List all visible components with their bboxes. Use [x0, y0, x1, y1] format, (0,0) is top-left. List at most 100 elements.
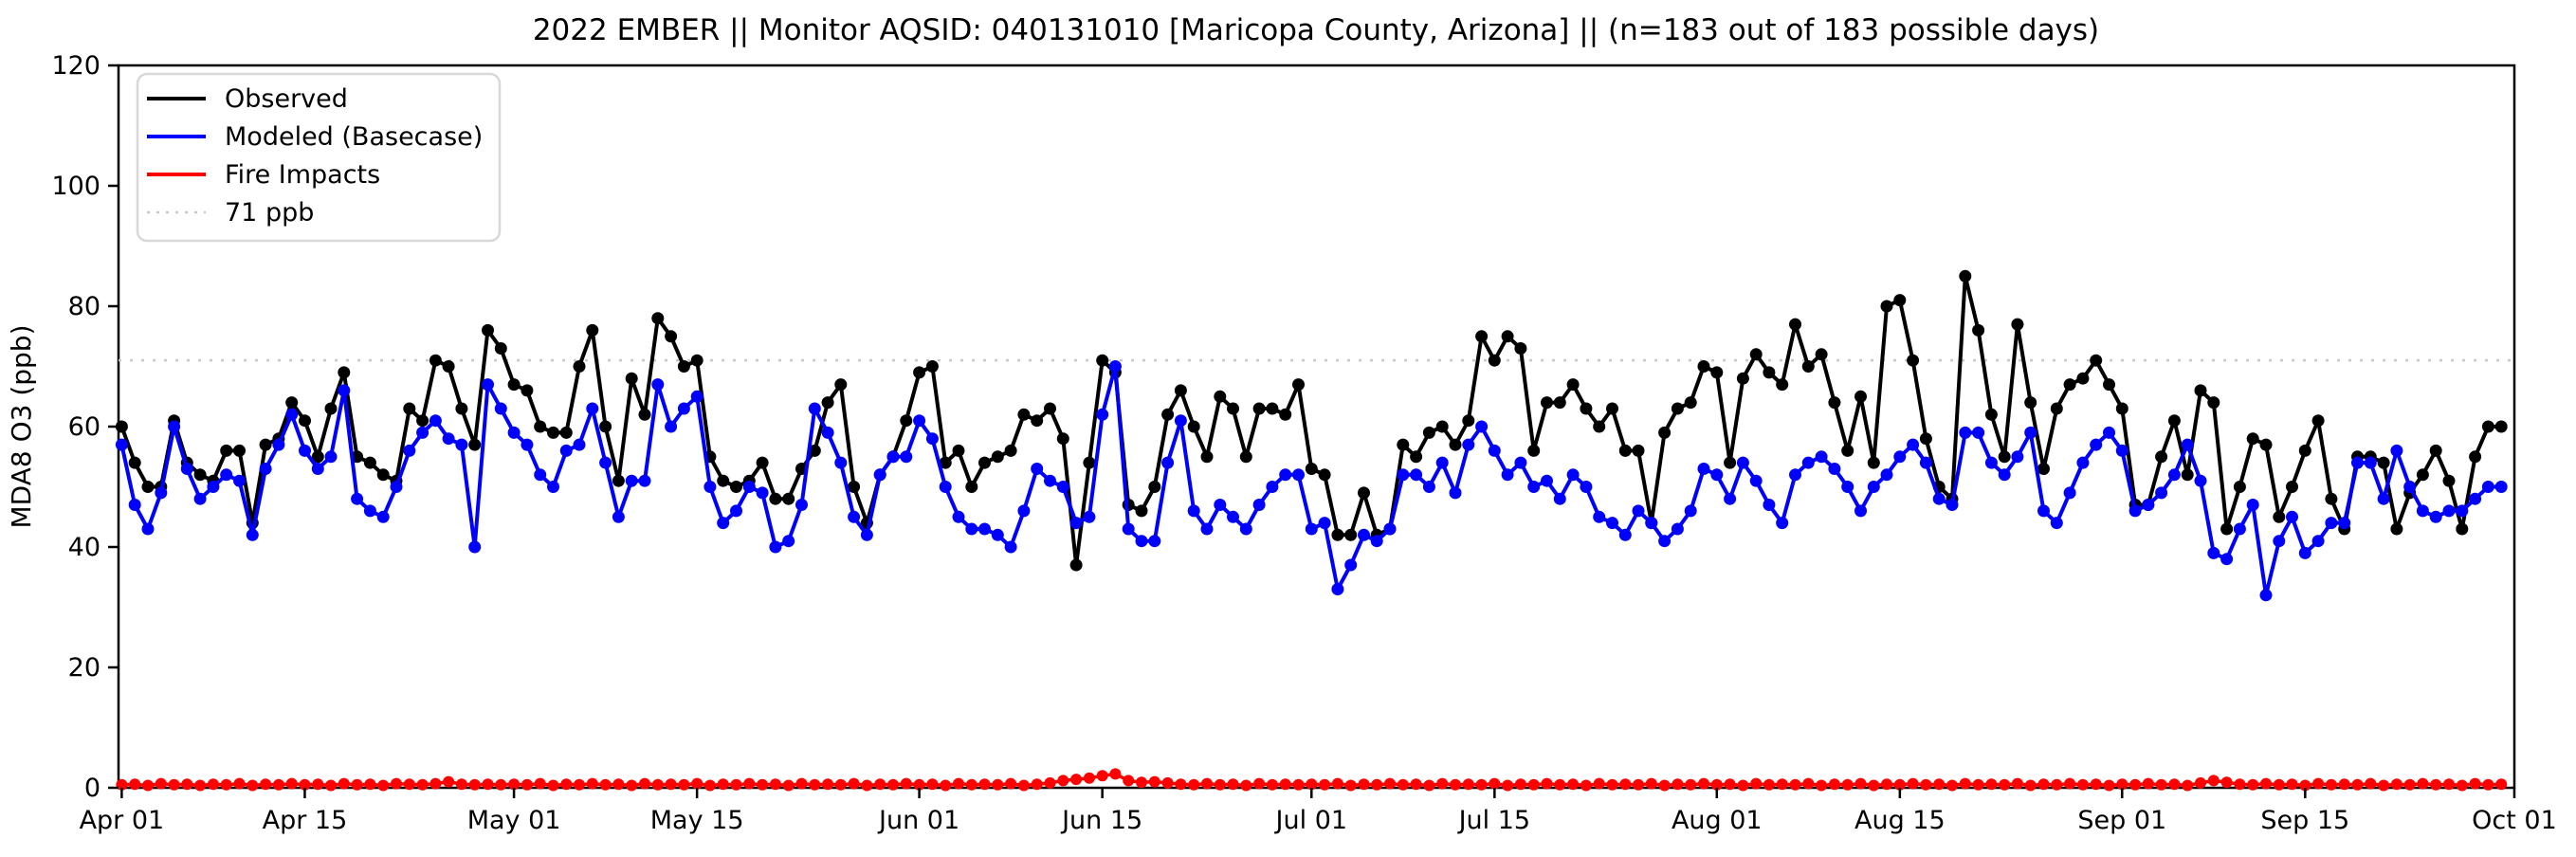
data-point: [2469, 777, 2481, 790]
data-point: [1920, 778, 1932, 791]
data-point: [116, 778, 128, 791]
data-point: [2429, 510, 2442, 523]
data-point: [2365, 777, 2377, 790]
data-point: [324, 450, 338, 464]
data-point: [1488, 354, 1501, 367]
data-point: [1318, 468, 1331, 482]
data-point: [1397, 468, 1410, 482]
data-point: [2050, 402, 2063, 415]
data-point: [1946, 499, 1959, 511]
x-tick-label: Apr 01: [80, 806, 165, 835]
data-point: [534, 777, 546, 790]
x-tick-label: Jul 01: [1274, 806, 1348, 835]
data-point: [2207, 775, 2220, 787]
data-point: [1135, 504, 1148, 518]
data-point: [1710, 366, 1724, 379]
data-point: [638, 408, 651, 421]
data-point: [1266, 778, 1278, 791]
data-point: [1815, 348, 1828, 361]
data-point: [2103, 378, 2115, 392]
data-point: [965, 778, 977, 791]
data-point: [1619, 778, 1632, 791]
data-point: [651, 378, 665, 392]
data-point: [2207, 396, 2220, 410]
data-point: [559, 426, 573, 439]
data-point: [168, 420, 181, 433]
data-point: [1292, 378, 1305, 392]
y-tick-label: 20: [68, 653, 100, 683]
data-point: [1096, 770, 1108, 782]
data-point: [599, 420, 612, 433]
data-point: [1017, 504, 1031, 518]
data-point: [2481, 481, 2494, 493]
data-point: [128, 456, 141, 469]
data-point: [586, 323, 599, 337]
data-point: [1410, 450, 1423, 464]
data-point: [1893, 294, 1907, 307]
data-point: [834, 778, 847, 791]
data-point: [1292, 778, 1305, 791]
data-point: [455, 778, 467, 791]
data-point: [782, 492, 795, 505]
data-point: [1253, 777, 1266, 790]
data-point: [2417, 777, 2429, 790]
data-point: [1017, 779, 1030, 792]
data-point: [2181, 468, 2194, 482]
data-point: [1279, 468, 1292, 482]
data-point: [2364, 456, 2377, 469]
legend-box: [136, 72, 502, 243]
data-point: [742, 481, 756, 493]
data-point: [2456, 522, 2469, 536]
data-point: [1096, 408, 1109, 421]
data-point: [1984, 456, 1998, 469]
data-point: [1972, 426, 1985, 439]
data-point: [1489, 777, 1501, 790]
data-point: [1148, 481, 1161, 493]
data-point: [1618, 444, 1632, 457]
data-point: [1319, 778, 1331, 791]
data-point: [521, 438, 534, 451]
data-point: [1161, 456, 1175, 469]
data-point: [1867, 481, 1880, 493]
data-point: [233, 444, 246, 457]
data-point: [1854, 504, 1867, 518]
data-point: [1069, 517, 1083, 530]
data-point: [377, 779, 390, 792]
data-point: [2286, 778, 2298, 791]
data-point: [717, 778, 729, 791]
data-point: [1187, 504, 1200, 518]
data-point: [795, 777, 808, 790]
data-point: [1384, 777, 1396, 790]
data-point: [2142, 777, 2154, 790]
data-point: [1933, 778, 1946, 791]
data-point: [1475, 778, 1488, 791]
data-point: [925, 360, 939, 373]
data-point: [1541, 474, 1553, 487]
data-point: [363, 504, 376, 518]
data-point: [2064, 777, 2076, 790]
data-point: [1907, 777, 1919, 790]
data-point: [155, 777, 167, 790]
data-point: [1056, 432, 1069, 446]
data-point: [2246, 499, 2259, 511]
data-point: [2325, 778, 2337, 791]
data-point: [2115, 402, 2128, 415]
data-point: [1893, 778, 1906, 791]
data-point: [2494, 420, 2508, 433]
data-point: [965, 522, 978, 536]
x-tick-label: Apr 15: [263, 806, 348, 835]
data-point: [1358, 778, 1370, 791]
data-point: [494, 402, 507, 415]
data-point: [848, 777, 860, 790]
data-point: [1358, 528, 1370, 541]
x-tick-label: Aug 15: [1854, 806, 1946, 835]
data-point: [299, 414, 311, 428]
data-point: [2063, 378, 2076, 392]
data-point: [1331, 583, 1344, 595]
data-point: [351, 492, 364, 505]
data-point: [115, 438, 128, 451]
data-point: [1671, 522, 1684, 536]
data-point: [769, 778, 781, 791]
x-tick-label: Aug 01: [1672, 806, 1763, 835]
data-point: [2103, 779, 2115, 792]
